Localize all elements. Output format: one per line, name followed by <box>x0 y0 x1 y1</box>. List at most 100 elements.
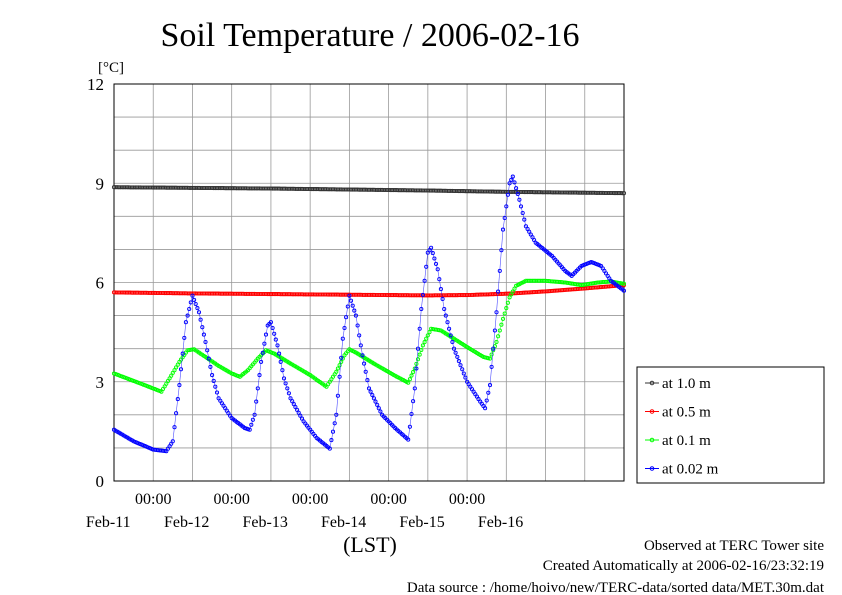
legend-swatch-marker <box>649 437 655 443</box>
series-point <box>174 411 179 416</box>
series-point <box>362 361 367 366</box>
series-point <box>363 369 368 374</box>
series-point <box>415 357 421 362</box>
series-point <box>263 332 269 337</box>
series-point <box>484 398 489 403</box>
series-point <box>438 287 443 292</box>
series-point <box>504 306 509 311</box>
series-point <box>461 371 466 376</box>
series-point <box>429 245 434 250</box>
series-point <box>502 215 507 221</box>
series-point <box>293 404 298 410</box>
series-point <box>514 186 519 191</box>
series-point <box>196 310 202 315</box>
series-point <box>337 374 342 379</box>
series-point <box>448 333 453 338</box>
y-tick-label: 3 <box>96 373 105 392</box>
series-point <box>415 346 421 351</box>
x-axis-label: (LST) <box>343 532 397 557</box>
series-point <box>357 333 362 338</box>
series-line <box>113 175 625 452</box>
series-point <box>365 378 370 383</box>
x-tick-date-label: Feb-11 <box>86 514 131 531</box>
y-tick-label: 9 <box>96 174 105 193</box>
series-point <box>502 311 507 316</box>
series-point <box>499 322 504 327</box>
series-point <box>329 438 334 443</box>
series-point <box>509 177 514 182</box>
series-point <box>277 351 282 356</box>
series-point <box>442 306 447 312</box>
series-point <box>419 306 424 312</box>
series-point <box>335 393 340 398</box>
series-point <box>492 328 497 333</box>
x-axis: 00:00Feb-1100:00Feb-1200:00Feb-1300:00Fe… <box>86 491 523 531</box>
series-point <box>285 386 290 391</box>
series-point <box>210 373 215 378</box>
series-point <box>424 264 429 269</box>
series-point <box>214 390 220 395</box>
series-point <box>406 380 411 385</box>
y-tick-label: 0 <box>96 472 105 491</box>
legend-label: at 0.02 m <box>662 462 719 478</box>
series-point <box>350 303 355 308</box>
series-point <box>528 232 533 237</box>
series-point <box>335 366 340 371</box>
legend: at 1.0 m at 0.5 m at 0.1 m at 0.02 m <box>636 366 825 484</box>
x-tick-time-label: 00:00 <box>135 491 171 508</box>
legend-swatch-marker <box>649 380 655 386</box>
series-point <box>257 373 262 378</box>
series-point <box>288 396 293 401</box>
series-point <box>455 354 460 359</box>
series-point <box>518 204 524 209</box>
series-point <box>192 297 197 302</box>
series-point <box>406 437 411 442</box>
series-point <box>206 356 211 361</box>
series-point <box>453 350 458 355</box>
series-at-0-5-m <box>111 283 627 298</box>
series-point <box>290 399 295 404</box>
series-point <box>443 313 448 318</box>
series-point <box>417 326 422 331</box>
series-point <box>420 343 425 348</box>
series-point <box>198 317 203 322</box>
series-point <box>497 328 502 333</box>
series-point <box>178 367 184 372</box>
series-point <box>440 296 445 302</box>
series-point <box>621 288 627 293</box>
x-tick-date-label: Feb-14 <box>321 514 366 531</box>
series-line <box>113 280 625 393</box>
x-tick-date-label: Feb-15 <box>399 514 444 531</box>
series-point <box>370 392 375 398</box>
series-point <box>411 370 416 375</box>
series-point <box>450 339 455 345</box>
series-point <box>205 348 210 353</box>
series-point <box>447 326 452 331</box>
series-point <box>213 384 218 389</box>
series-point <box>507 295 512 300</box>
series-point <box>378 409 383 414</box>
y-tick-label: 12 <box>87 75 104 94</box>
series-point <box>162 448 167 454</box>
legend-box <box>636 366 825 484</box>
series-point <box>445 320 450 325</box>
series-point <box>275 343 280 348</box>
series-point <box>296 410 301 415</box>
series-point <box>368 389 373 394</box>
series-point <box>278 359 283 364</box>
series-point <box>414 366 419 371</box>
series-point <box>433 261 439 266</box>
series-point <box>486 390 491 395</box>
y-axis: 0 3 6 9 12 <box>87 75 104 491</box>
series-point <box>505 300 510 305</box>
series-point <box>407 424 412 429</box>
series-point <box>272 331 277 336</box>
series-point <box>291 402 296 407</box>
series-point <box>412 386 417 391</box>
series-point <box>411 399 416 404</box>
series-point <box>286 391 291 396</box>
series-point <box>247 427 252 432</box>
series-point <box>451 346 457 351</box>
series-point <box>190 293 195 298</box>
